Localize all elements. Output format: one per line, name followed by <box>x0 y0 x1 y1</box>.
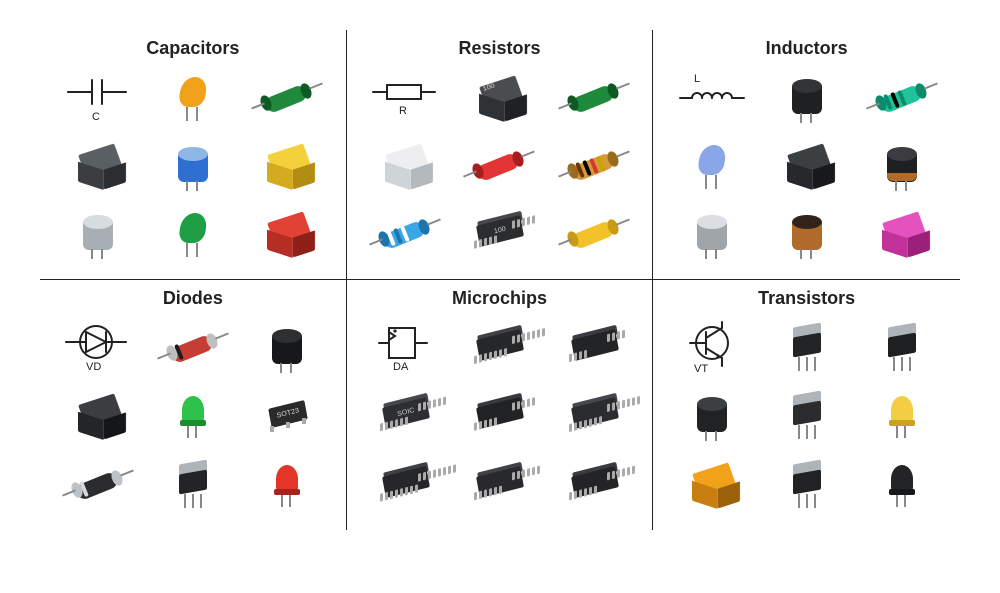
component-smd-gray <box>52 133 145 199</box>
panel-microchips: Microchips DA SOIC <box>347 280 654 530</box>
component-toroid-silver <box>665 201 758 267</box>
panel-items: L <box>665 65 948 267</box>
component-film-green <box>147 201 240 267</box>
schematic-symbol-transistors: VT <box>665 315 758 381</box>
component-qfp-small <box>453 452 546 518</box>
panel-capacitors: Capacitors C <box>40 30 347 280</box>
component-to220-a <box>760 315 853 381</box>
component-electrolytic-silver <box>52 201 145 267</box>
panel-items: VD SOT23 <box>52 315 334 518</box>
component-shielded-black <box>760 65 853 131</box>
component-radial-blue-disc <box>665 133 758 199</box>
schematic-symbol-inductors: L <box>665 65 758 131</box>
panel-title: Resistors <box>359 38 641 59</box>
schematic-symbol-resistors: R <box>359 65 452 131</box>
component-qfp-large <box>359 452 452 518</box>
component-bobbin-copper <box>760 201 853 267</box>
component-axial-teal <box>855 65 948 131</box>
panel-title: Capacitors <box>52 38 334 59</box>
panel-title: Diodes <box>52 288 334 309</box>
component-tssop <box>548 383 641 449</box>
panel-diodes: Diodes VD SOT23 <box>40 280 347 530</box>
panel-items: VT <box>665 315 948 518</box>
svg-text:C: C <box>92 111 100 123</box>
panel-items: C <box>52 65 334 267</box>
component-dip-14 <box>453 315 546 381</box>
component-smd-diode-dark <box>52 383 145 449</box>
component-carbon-4band <box>548 133 641 199</box>
panel-items: DA SOIC <box>359 315 641 518</box>
component-soic-narrow <box>453 383 546 449</box>
component-to220-diode <box>147 452 240 518</box>
component-plcc <box>548 452 641 518</box>
component-to220-b <box>855 315 948 381</box>
component-electrolytic-blue <box>147 133 240 199</box>
component-drum-black-copper <box>855 133 948 199</box>
component-tantalum-yellow <box>241 133 334 199</box>
component-power-white <box>359 133 452 199</box>
component-box-magenta <box>855 201 948 267</box>
component-dip-8 <box>548 315 641 381</box>
svg-text:VT: VT <box>694 363 708 375</box>
component-smd-cube-dark <box>760 133 853 199</box>
component-smd-sot-orange <box>665 452 758 518</box>
component-grid: Capacitors C Resistors R 100 100 Inductors L Dio… <box>40 30 960 530</box>
component-to39-can <box>665 383 758 449</box>
component-smd-100-dark: 100 <box>453 65 546 131</box>
component-axial-red <box>453 133 546 199</box>
schematic-symbol-microchips: DA <box>359 315 452 381</box>
panel-inductors: Inductors L <box>653 30 960 280</box>
panel-title: Microchips <box>359 288 641 309</box>
component-box-red <box>241 201 334 267</box>
component-to92-black <box>855 452 948 518</box>
component-ceramic-disc-orange <box>147 65 240 131</box>
component-soic-wide: SOIC <box>359 383 452 449</box>
component-axial-yellow <box>548 201 641 267</box>
component-led-green <box>147 383 240 449</box>
svg-text:R: R <box>399 105 407 117</box>
component-to126 <box>760 383 853 449</box>
svg-text:L: L <box>694 73 700 85</box>
svg-text:VD: VD <box>86 361 101 373</box>
component-axial-red-blackband <box>147 315 240 381</box>
panel-resistors: Resistors R 100 100 <box>347 30 654 280</box>
component-resistor-array: 100 <box>453 201 546 267</box>
component-led-red <box>241 452 334 518</box>
panel-title: Inductors <box>665 38 948 59</box>
svg-text:DA: DA <box>393 361 409 373</box>
component-sot23: SOT23 <box>241 383 334 449</box>
panel-transistors: Transistors VT <box>653 280 960 530</box>
component-axial-green <box>241 65 334 131</box>
component-axial-green <box>548 65 641 131</box>
component-wirewound-blue <box>359 201 452 267</box>
component-melf-black-silverband <box>52 452 145 518</box>
component-to247 <box>760 452 853 518</box>
panel-title: Transistors <box>665 288 948 309</box>
schematic-symbol-diodes: VD <box>52 315 145 381</box>
component-to92-yellow <box>855 383 948 449</box>
component-bridge-round-black <box>241 315 334 381</box>
schematic-symbol-capacitors: C <box>52 65 145 131</box>
panel-items: R 100 100 <box>359 65 641 267</box>
